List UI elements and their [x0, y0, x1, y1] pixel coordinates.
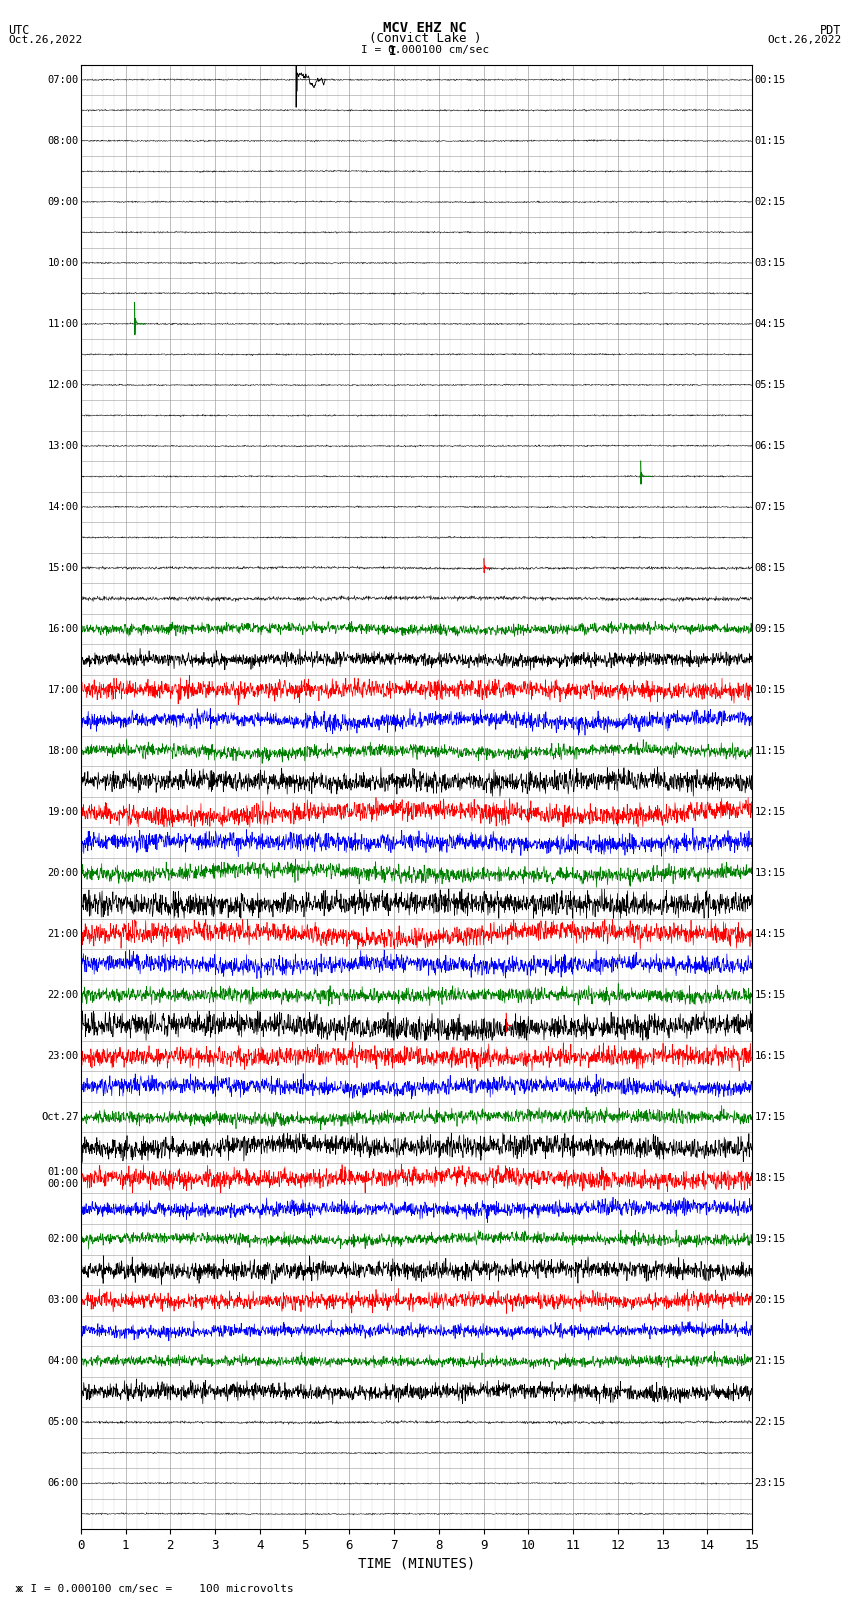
Text: (Convict Lake ): (Convict Lake ) [369, 32, 481, 45]
Text: 22:00: 22:00 [48, 990, 79, 1000]
Text: 14:15: 14:15 [754, 929, 785, 939]
Text: 10:00: 10:00 [48, 258, 79, 268]
Text: Oct.26,2022: Oct.26,2022 [8, 35, 82, 45]
Text: 06:00: 06:00 [48, 1479, 79, 1489]
Text: 16:15: 16:15 [754, 1052, 785, 1061]
Text: PDT: PDT [820, 24, 842, 37]
Text: 07:00: 07:00 [48, 74, 79, 85]
Text: 10:15: 10:15 [754, 686, 785, 695]
Text: UTC: UTC [8, 24, 30, 37]
Text: 12:15: 12:15 [754, 806, 785, 818]
Text: 19:15: 19:15 [754, 1234, 785, 1244]
Text: 00:00: 00:00 [48, 1179, 79, 1189]
Text: 16:00: 16:00 [48, 624, 79, 634]
Text: 21:15: 21:15 [754, 1357, 785, 1366]
X-axis label: TIME (MINUTES): TIME (MINUTES) [358, 1557, 475, 1569]
Text: 02:00: 02:00 [48, 1234, 79, 1244]
Text: x I = 0.000100 cm/sec =    100 microvolts: x I = 0.000100 cm/sec = 100 microvolts [17, 1584, 294, 1594]
Text: 20:15: 20:15 [754, 1295, 785, 1305]
Text: 21:00: 21:00 [48, 929, 79, 939]
Text: 18:00: 18:00 [48, 747, 79, 756]
Text: 02:15: 02:15 [754, 197, 785, 206]
Text: 23:00: 23:00 [48, 1052, 79, 1061]
Text: 05:00: 05:00 [48, 1418, 79, 1428]
Text: 03:15: 03:15 [754, 258, 785, 268]
Text: 04:00: 04:00 [48, 1357, 79, 1366]
Text: Oct.26,2022: Oct.26,2022 [768, 35, 842, 45]
Text: I: I [389, 45, 396, 58]
Text: x: x [14, 1584, 21, 1594]
Text: 08:00: 08:00 [48, 135, 79, 145]
Text: 03:00: 03:00 [48, 1295, 79, 1305]
Text: 15:00: 15:00 [48, 563, 79, 573]
Text: 07:15: 07:15 [754, 502, 785, 511]
Text: 20:00: 20:00 [48, 868, 79, 877]
Text: 19:00: 19:00 [48, 806, 79, 818]
Text: 17:15: 17:15 [754, 1113, 785, 1123]
Text: 00:15: 00:15 [754, 74, 785, 85]
Text: 11:15: 11:15 [754, 747, 785, 756]
Text: 22:15: 22:15 [754, 1418, 785, 1428]
Text: 04:15: 04:15 [754, 319, 785, 329]
Text: 15:15: 15:15 [754, 990, 785, 1000]
Text: 06:15: 06:15 [754, 440, 785, 452]
Text: MCV EHZ NC: MCV EHZ NC [383, 21, 467, 35]
Text: 17:00: 17:00 [48, 686, 79, 695]
Text: 08:15: 08:15 [754, 563, 785, 573]
Text: 12:00: 12:00 [48, 381, 79, 390]
Text: 01:15: 01:15 [754, 135, 785, 145]
Text: 11:00: 11:00 [48, 319, 79, 329]
Text: 13:00: 13:00 [48, 440, 79, 452]
Text: I = 0.000100 cm/sec: I = 0.000100 cm/sec [361, 45, 489, 55]
Text: 05:15: 05:15 [754, 381, 785, 390]
Text: 18:15: 18:15 [754, 1173, 785, 1184]
Text: 09:00: 09:00 [48, 197, 79, 206]
Text: 14:00: 14:00 [48, 502, 79, 511]
Text: 01:00: 01:00 [48, 1168, 79, 1177]
Text: Oct.27: Oct.27 [42, 1113, 79, 1123]
Text: 09:15: 09:15 [754, 624, 785, 634]
Text: 23:15: 23:15 [754, 1479, 785, 1489]
Text: 13:15: 13:15 [754, 868, 785, 877]
